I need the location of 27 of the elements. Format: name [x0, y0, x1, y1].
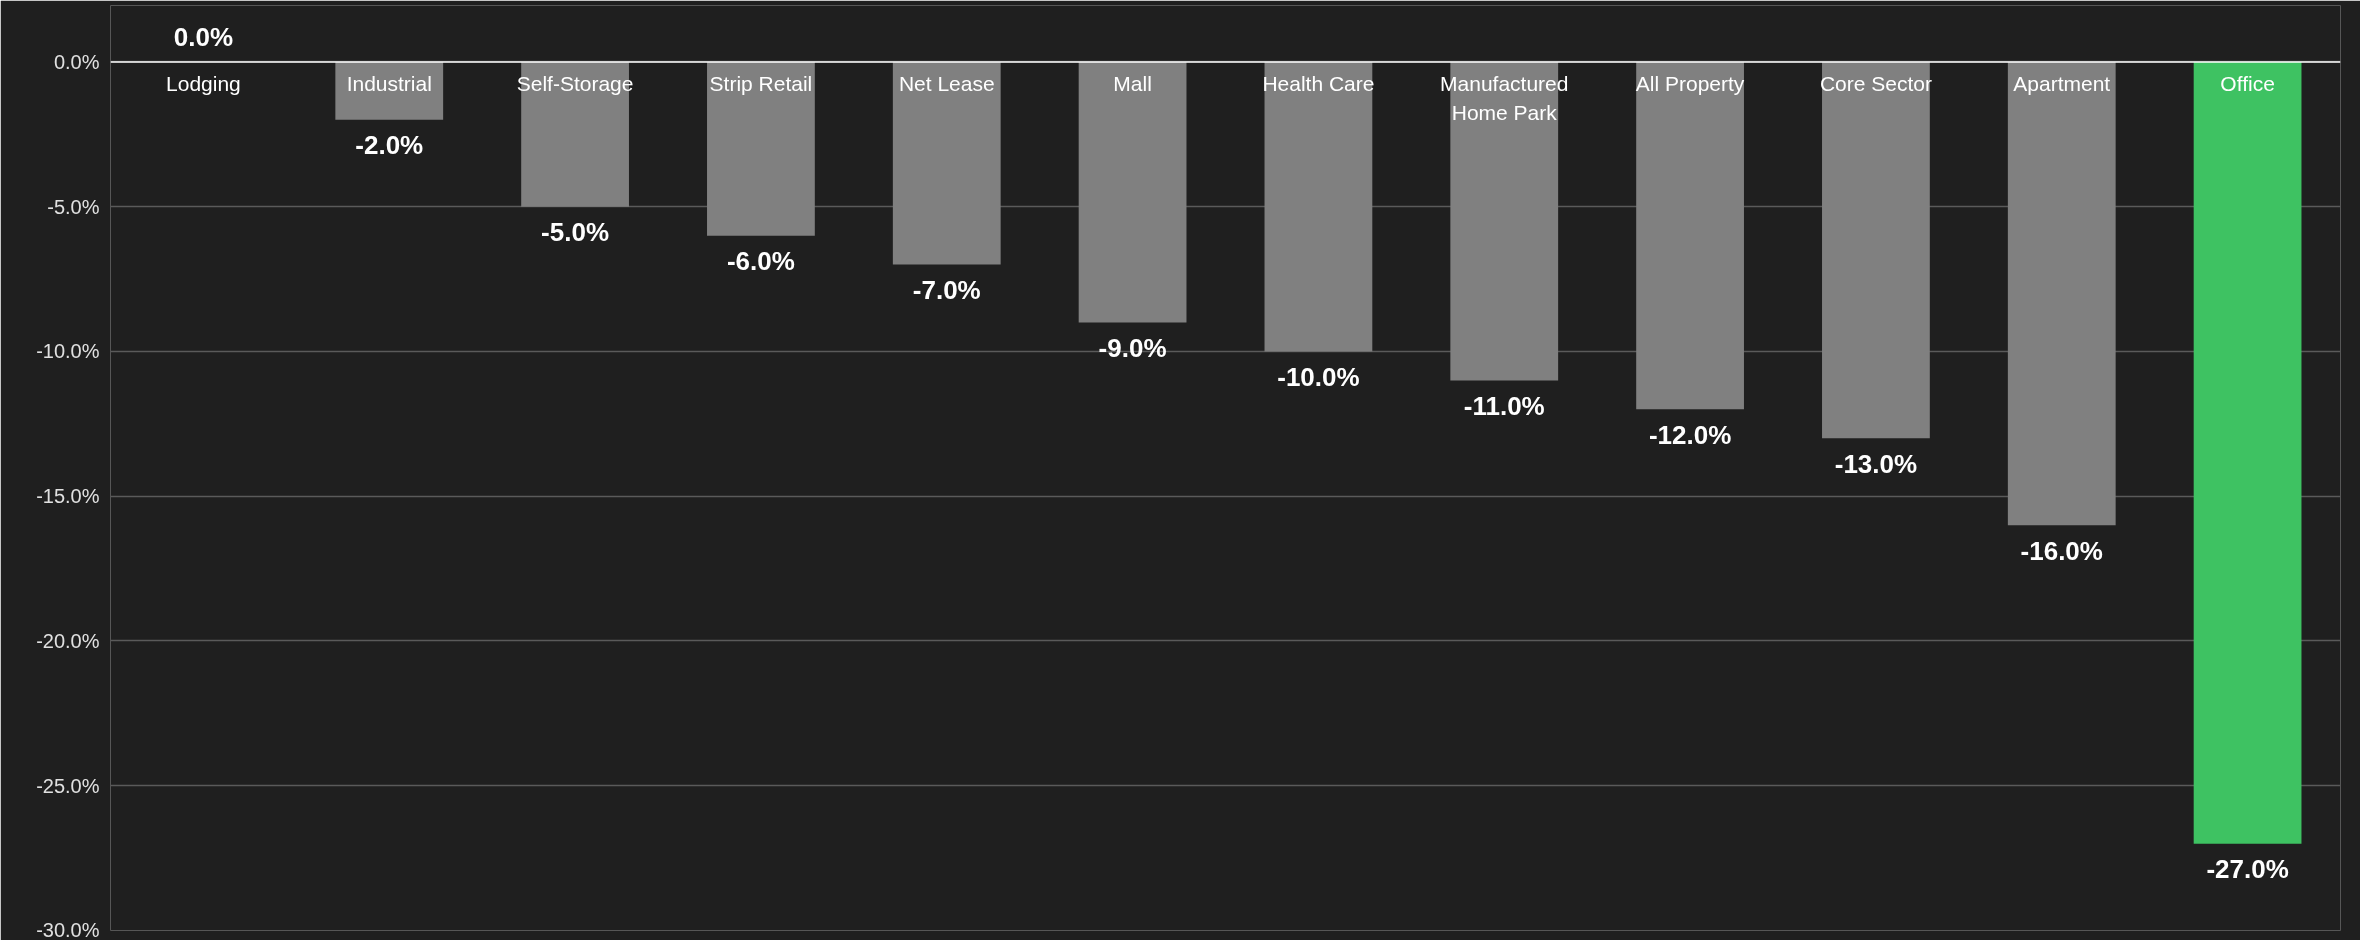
y-tick-label: -10.0% — [36, 340, 100, 363]
data-label: -16.0% — [2020, 535, 2103, 566]
x-tick-label: Apartment — [2013, 72, 2111, 96]
x-tick-label: Office — [2220, 72, 2275, 96]
x-tick-label: Lodging — [166, 72, 241, 96]
data-label: -13.0% — [1834, 448, 1918, 479]
x-tick-label: Strip Retail — [709, 72, 813, 96]
data-label: -10.0% — [1277, 361, 1360, 392]
y-tick-label: -30.0% — [36, 918, 100, 941]
x-tick-label: Mall — [1113, 72, 1152, 96]
x-tick-label: All Property — [1635, 72, 1745, 96]
data-label: -2.0% — [355, 130, 424, 161]
data-label: -11.0% — [1463, 390, 1545, 421]
data-label: -5.0% — [541, 217, 610, 248]
y-tick-label: -15.0% — [36, 485, 100, 508]
data-label: -9.0% — [1098, 332, 1167, 363]
data-label: -12.0% — [1648, 419, 1732, 450]
y-tick-label: -5.0% — [47, 195, 100, 218]
x-tick-label: Net Lease — [898, 72, 995, 96]
data-label: -7.0% — [912, 275, 981, 306]
x-tick-label: Industrial — [346, 72, 432, 96]
y-tick-label: 0.0% — [53, 50, 100, 73]
y-tick-label: -25.0% — [36, 774, 100, 797]
y-tick-label: -20.0% — [36, 629, 100, 652]
data-label: -6.0% — [726, 246, 795, 277]
data-label: 0.0% — [173, 21, 234, 52]
data-label: -27.0% — [2206, 854, 2289, 885]
